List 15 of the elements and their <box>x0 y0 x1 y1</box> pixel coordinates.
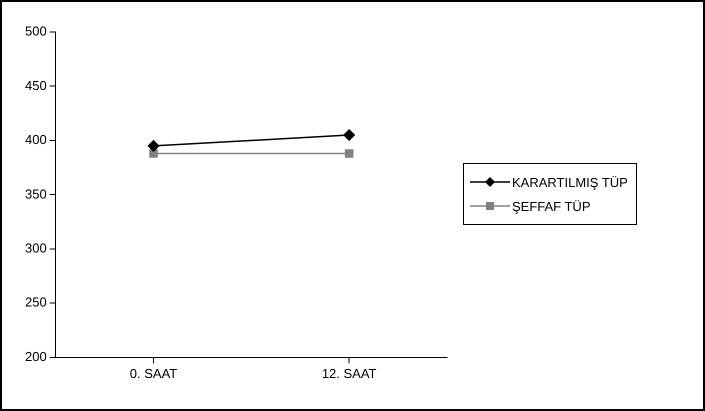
y-tick-label: 350 <box>24 186 47 202</box>
legend-label: KARARTILMIŞ TÜP <box>512 174 628 190</box>
y-tick-label: 450 <box>24 78 47 93</box>
y-tick-label: 500 <box>24 24 47 39</box>
x-tick-label: 0. SAAT <box>130 366 178 381</box>
y-tick-label: 250 <box>24 294 47 310</box>
point <box>149 149 158 158</box>
y-tick-label: 300 <box>24 240 47 256</box>
legend-label: ŞEFFAF TÜP <box>512 198 590 214</box>
x-tick-label: 12. SAAT <box>322 366 377 381</box>
point <box>343 129 355 141</box>
point <box>344 149 354 158</box>
point <box>148 140 160 152</box>
y-tick-label: 400 <box>24 132 47 148</box>
y-tick-label: 200 <box>24 348 47 364</box>
